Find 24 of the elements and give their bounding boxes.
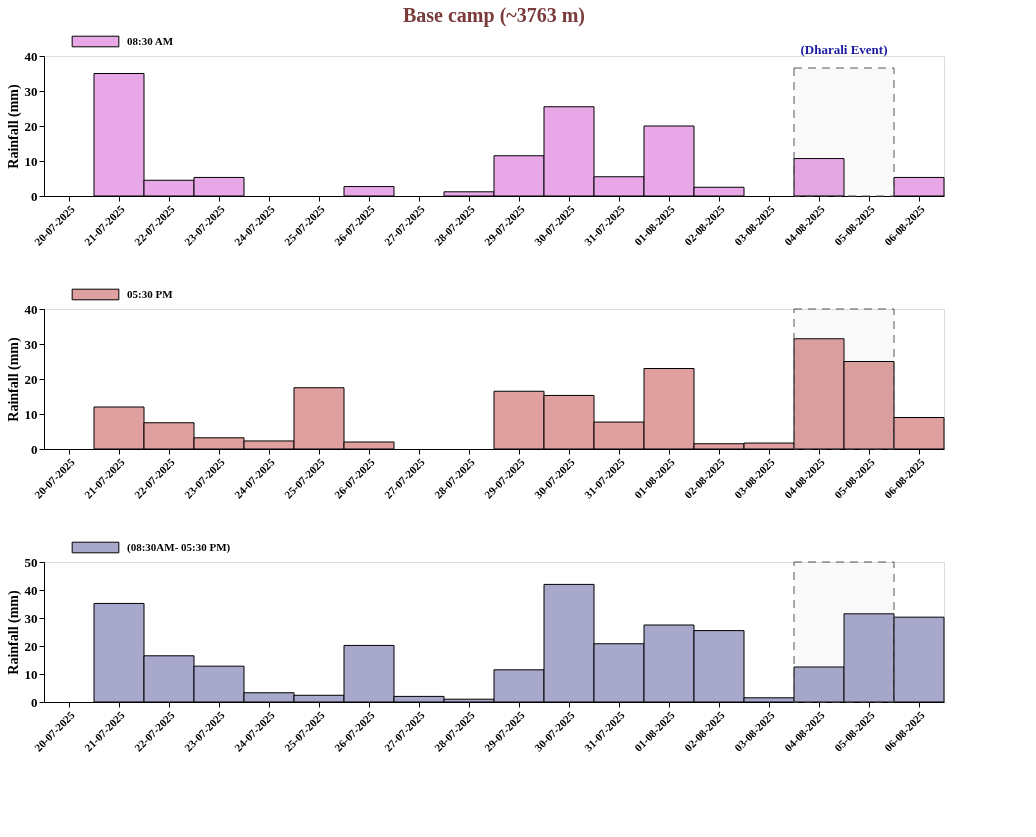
y-axis-title: Rainfall (mm) (5, 83, 22, 169)
y-tick-label: 40 (24, 582, 38, 598)
legend-label: 08:30 AM (127, 34, 174, 47)
y-tick-label: 20 (24, 371, 38, 387)
y-axis-title: Rainfall (mm) (5, 336, 22, 422)
legend-label: (08:30AM- 05:30 PM) (127, 540, 231, 554)
y-tick-label: 10 (24, 406, 38, 422)
chart-title: Base camp (~3763 m) (402, 4, 586, 27)
y-tick-label: 30 (24, 83, 38, 99)
legend-label: 05:30 PM (127, 287, 174, 300)
y-tick-label: 40 (24, 301, 38, 317)
y-tick-label: 0 (31, 441, 38, 457)
y-tick-label: 20 (24, 638, 38, 654)
y-tick-label: 20 (24, 118, 38, 134)
band-label: (Dharali Event) (800, 42, 888, 57)
y-axis-title: Rainfall (mm) (5, 589, 22, 675)
y-tick-label: 0 (31, 694, 38, 710)
y-tick-label: 10 (24, 153, 38, 169)
y-tick-label: 0 (31, 188, 38, 204)
y-tick-label: 30 (24, 610, 38, 626)
y-tick-label: 40 (24, 48, 38, 64)
y-tick-label: 10 (24, 666, 38, 682)
y-tick-label: 30 (24, 336, 38, 352)
y-tick-label: 50 (24, 554, 38, 570)
